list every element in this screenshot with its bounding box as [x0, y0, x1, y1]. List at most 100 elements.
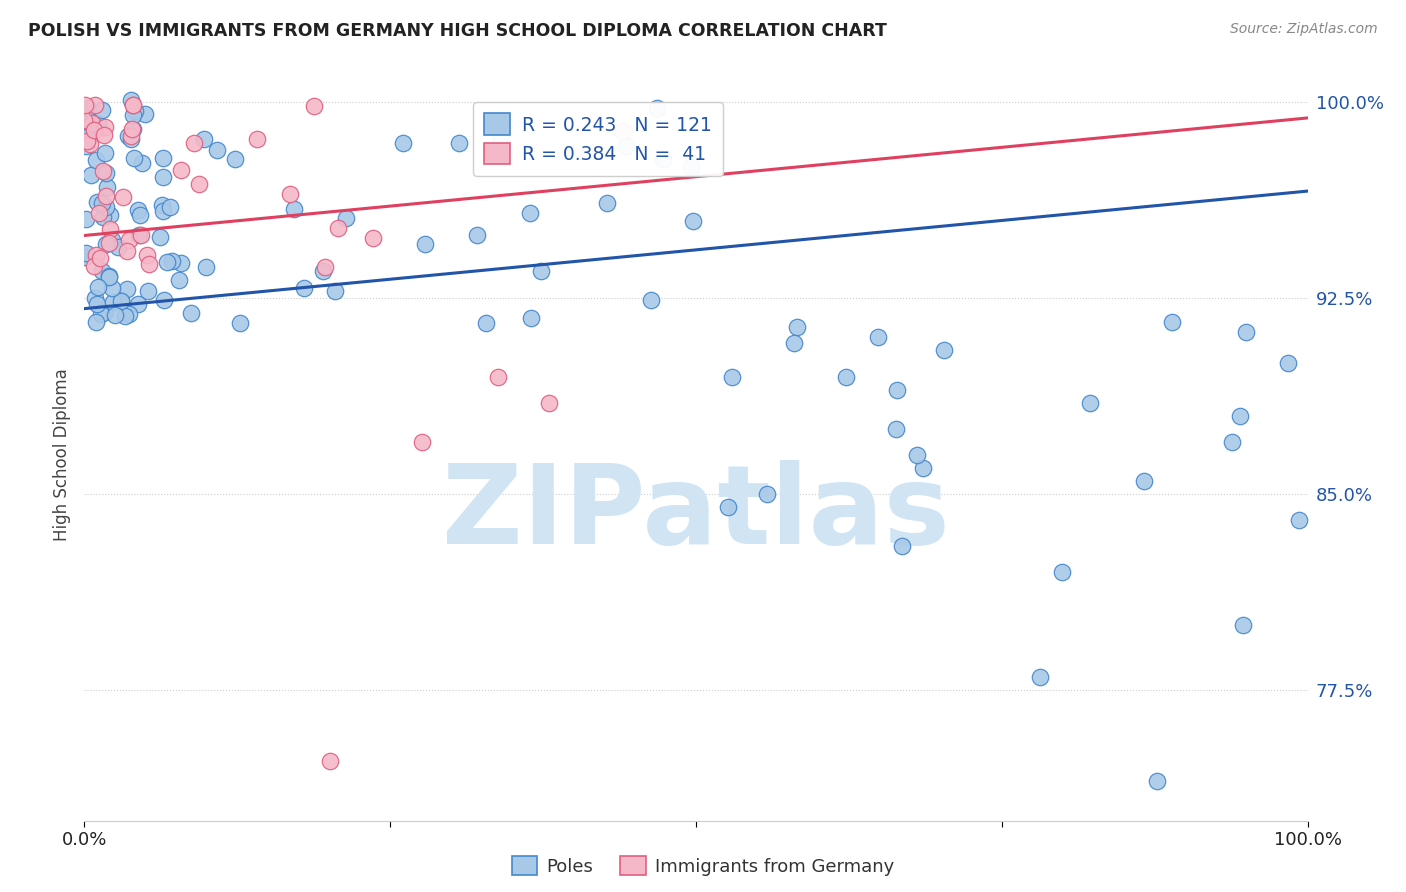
- Point: [96, 200, 118, 214]
- Point: [91, 264, 114, 278]
- Point: [94, 145, 117, 160]
- Point: [91, 211, 114, 225]
- Point: [415, 237, 437, 252]
- Point: [152, 169, 174, 184]
- Point: [107, 240, 129, 254]
- Point: [79, 117, 101, 131]
- Point: [84, 291, 107, 305]
- Point: [328, 221, 350, 235]
- Point: [1146, 774, 1168, 789]
- Point: [84, 248, 107, 262]
- Point: [91, 164, 114, 178]
- Point: [292, 281, 315, 295]
- Point: [118, 233, 141, 247]
- Point: [138, 257, 160, 271]
- Point: [884, 422, 907, 436]
- Point: [117, 128, 139, 143]
- Point: [96, 180, 118, 194]
- Point: [77, 101, 100, 115]
- Point: [112, 190, 135, 204]
- Point: [180, 305, 202, 319]
- Point: [121, 122, 143, 136]
- Point: [75, 139, 97, 153]
- Point: [681, 161, 703, 175]
- Point: [98, 208, 121, 222]
- Point: [91, 103, 114, 118]
- Point: [150, 198, 173, 212]
- Point: [75, 211, 97, 226]
- Point: [101, 295, 124, 310]
- Point: [122, 98, 145, 112]
- Point: [122, 108, 145, 122]
- Point: [768, 853, 790, 867]
- Point: [73, 98, 96, 112]
- Point: [229, 316, 252, 330]
- Point: [90, 196, 112, 211]
- Point: [120, 131, 142, 145]
- Point: [1277, 356, 1299, 370]
- Point: [302, 98, 325, 112]
- Point: [87, 117, 110, 131]
- Point: [1050, 566, 1073, 580]
- Point: [100, 222, 122, 236]
- Point: [160, 253, 183, 268]
- Point: [152, 203, 174, 218]
- Point: [115, 282, 138, 296]
- Point: [73, 250, 96, 264]
- Point: [121, 93, 143, 107]
- Point: [135, 247, 157, 261]
- Point: [537, 395, 560, 409]
- Point: [205, 143, 228, 157]
- Point: [783, 335, 806, 350]
- Point: [911, 461, 934, 475]
- Point: [612, 124, 634, 138]
- Point: [134, 106, 156, 120]
- Point: [93, 120, 115, 135]
- Point: [94, 166, 117, 180]
- Point: [1133, 474, 1156, 488]
- Point: [596, 196, 619, 211]
- Point: [75, 246, 97, 260]
- Point: [652, 153, 675, 167]
- Point: [124, 104, 146, 119]
- Point: [363, 231, 385, 245]
- Point: [224, 153, 246, 167]
- Point: [122, 98, 145, 112]
- Point: [73, 112, 96, 127]
- Point: [868, 330, 890, 344]
- Point: [97, 269, 120, 284]
- Point: [614, 139, 637, 153]
- Point: [129, 208, 152, 222]
- Point: [90, 307, 112, 321]
- Point: [127, 297, 149, 311]
- Point: [246, 132, 269, 146]
- Point: [79, 136, 101, 151]
- Point: [193, 132, 215, 146]
- Point: [195, 260, 218, 274]
- Point: [319, 754, 342, 768]
- Point: [129, 227, 152, 242]
- Point: [717, 500, 740, 515]
- Point: [905, 448, 928, 462]
- Point: [84, 315, 107, 329]
- Point: [118, 307, 141, 321]
- Point: [94, 305, 117, 319]
- Legend: Poles, Immigrants from Germany: Poles, Immigrants from Germany: [505, 849, 901, 883]
- Point: [283, 202, 305, 216]
- Point: [120, 128, 142, 143]
- Point: [486, 369, 509, 384]
- Point: [886, 383, 908, 397]
- Point: [314, 260, 336, 274]
- Point: [170, 163, 193, 178]
- Point: [114, 309, 136, 323]
- Text: POLISH VS IMMIGRANTS FROM GERMANY HIGH SCHOOL DIPLOMA CORRELATION CHART: POLISH VS IMMIGRANTS FROM GERMANY HIGH S…: [28, 22, 887, 40]
- Point: [110, 293, 132, 308]
- Point: [76, 134, 98, 148]
- Point: [519, 205, 541, 219]
- Point: [1234, 325, 1257, 339]
- Point: [122, 151, 145, 165]
- Point: [835, 369, 858, 384]
- Point: [127, 203, 149, 218]
- Point: [449, 136, 471, 150]
- Point: [110, 293, 132, 307]
